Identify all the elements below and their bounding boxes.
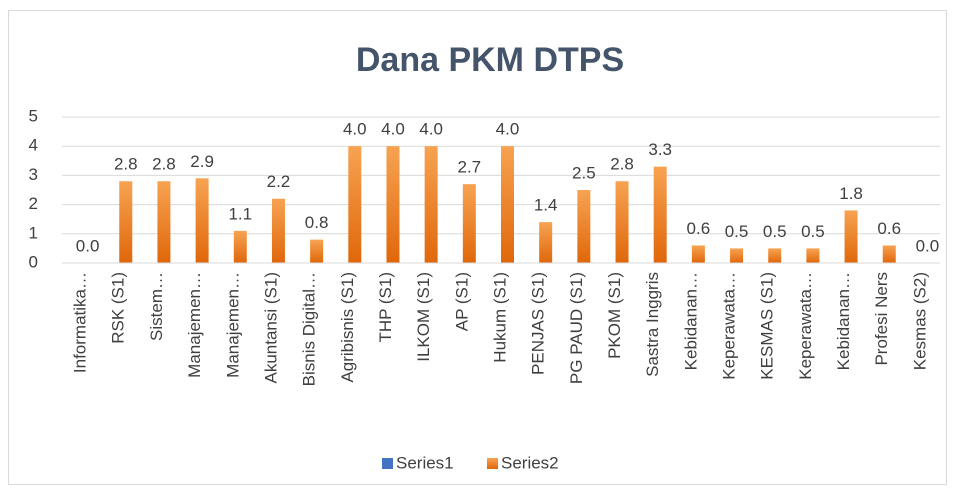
x-tick-label: ILKOM (S1) — [414, 272, 433, 362]
data-label: 0.6 — [687, 219, 711, 238]
x-tick-label: Keperawata… — [720, 272, 739, 380]
x-tick-label: Kesmas (S2) — [910, 272, 929, 370]
bar — [768, 248, 782, 263]
y-tick-label: 5 — [29, 106, 38, 125]
data-label: 0.0 — [76, 236, 100, 255]
x-tick-label: RSK (S1) — [109, 272, 128, 344]
y-tick-label: 3 — [29, 165, 38, 184]
bar — [233, 230, 247, 263]
data-label: 0.5 — [801, 222, 825, 241]
x-tick-label: Akuntansi (S1) — [261, 272, 280, 384]
legend-swatch — [487, 458, 498, 469]
y-tick-label: 1 — [29, 223, 38, 242]
bar — [195, 178, 209, 263]
x-tick-label: Manajemen… — [185, 272, 204, 378]
bar — [501, 146, 514, 263]
x-tick-label: Profesi Ners — [872, 272, 891, 366]
bar — [844, 210, 858, 263]
data-label: 3.3 — [648, 140, 672, 159]
x-tick-label: PG PAUD (S1) — [567, 272, 586, 384]
bar — [577, 190, 591, 263]
bar — [730, 248, 744, 263]
x-tick-label: AP (S1) — [452, 272, 471, 331]
data-label: 1.4 — [534, 196, 558, 215]
x-tick-label: PENJAS (S1) — [529, 272, 548, 375]
data-label: 2.8 — [114, 155, 138, 174]
data-label: 0.5 — [725, 222, 749, 241]
x-tick-label: Keperawata… — [796, 272, 815, 380]
data-label: 1.1 — [228, 204, 252, 223]
legend-label: Series1 — [396, 453, 454, 472]
bar — [157, 181, 171, 263]
y-tick-label: 2 — [29, 194, 38, 213]
bar — [310, 239, 324, 263]
data-label: 4.0 — [343, 120, 367, 139]
bar — [653, 166, 667, 263]
x-tick-label: Sistem… — [147, 272, 166, 341]
data-label: 0.8 — [305, 213, 329, 232]
bar — [882, 245, 896, 263]
x-tick-label: Kebidanan… — [681, 272, 700, 370]
data-label: 4.0 — [496, 120, 520, 139]
data-label: 4.0 — [419, 120, 443, 139]
data-label: 2.7 — [458, 158, 482, 177]
data-label: 2.8 — [152, 155, 176, 174]
bar — [271, 198, 285, 263]
data-label: 0.5 — [763, 222, 787, 241]
legend-swatch — [382, 458, 393, 469]
data-label: 0.0 — [916, 236, 940, 255]
bar — [119, 181, 133, 263]
bar — [462, 184, 476, 263]
y-tick-label: 4 — [29, 136, 38, 155]
x-tick-label: KESMAS (S1) — [758, 272, 777, 380]
x-tick-label: Manajemen… — [223, 272, 242, 378]
x-tick-label: Sastra Inggris — [643, 272, 662, 377]
y-tick-label: 0 — [29, 252, 38, 271]
data-label: 2.5 — [572, 163, 596, 182]
legend-label: Series2 — [501, 453, 559, 472]
chart-frame — [8, 10, 947, 485]
data-label: 0.6 — [877, 219, 901, 238]
bar — [806, 248, 820, 263]
bar — [386, 146, 400, 263]
data-label: 2.2 — [267, 172, 291, 191]
bar — [348, 146, 362, 263]
x-tick-label: Kebidanan… — [834, 272, 853, 370]
x-tick-label: Bisnis Digital… — [300, 272, 319, 386]
data-label: 2.9 — [190, 152, 214, 171]
bar — [615, 181, 629, 263]
data-label: 4.0 — [381, 120, 405, 139]
x-tick-label: Informatika… — [71, 272, 90, 373]
data-label: 1.8 — [839, 184, 863, 203]
bar — [539, 222, 553, 263]
x-tick-label: THP (S1) — [376, 272, 395, 343]
bar — [691, 245, 705, 263]
bar — [424, 146, 438, 263]
chart-title: Dana PKM DTPS — [356, 41, 624, 79]
data-label: 2.8 — [610, 155, 634, 174]
x-tick-label: Agribisnis (S1) — [338, 272, 357, 383]
x-tick-label: PKOM (S1) — [605, 272, 624, 359]
x-tick-label: Hukum (S1) — [490, 272, 509, 363]
